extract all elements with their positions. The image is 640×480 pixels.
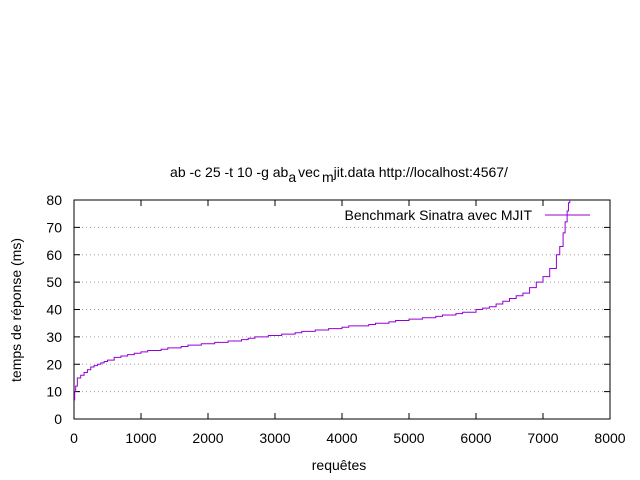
x-tick-label: 4000 [326,430,357,446]
y-tick-label: 70 [46,219,62,235]
y-tick-label: 40 [46,302,62,318]
x-tick-label: 7000 [527,430,558,446]
legend-label: Benchmark Sinatra avec MJIT [344,207,532,223]
y-axis-label: temps de réponse (ms) [8,238,24,382]
axes: 0 10 20 30 40 50 60 70 80 0 1000 2000 3000 4000 5000 60… [46,192,625,446]
x-tick-label: 3000 [259,430,290,446]
x-tick-label: 8000 [594,430,625,446]
x-tick-label: 5000 [393,430,424,446]
y-tick-label: 30 [46,329,62,345]
chart-title: ab -c 25 -t 10 -g aba vec mjit.data http:/… [170,164,508,185]
x-axis-label: requêtes [312,457,366,473]
x-tick-label: 0 [70,430,78,446]
x-tick-label: 6000 [460,430,491,446]
y-tick-label: 0 [54,411,62,427]
y-tick-label: 20 [46,356,62,372]
y-tick-label: 10 [46,384,62,400]
x-tick-label: 1000 [125,430,156,446]
grid-lines [74,226,610,393]
y-tick-label: 80 [46,192,62,208]
series-layer [74,200,571,401]
x-tick-label: 2000 [192,430,223,446]
y-tick-label: 50 [46,274,62,290]
y-tick-label: 60 [46,247,62,263]
legend: Benchmark Sinatra avec MJIT [344,207,590,223]
series-line-0 [74,200,571,401]
